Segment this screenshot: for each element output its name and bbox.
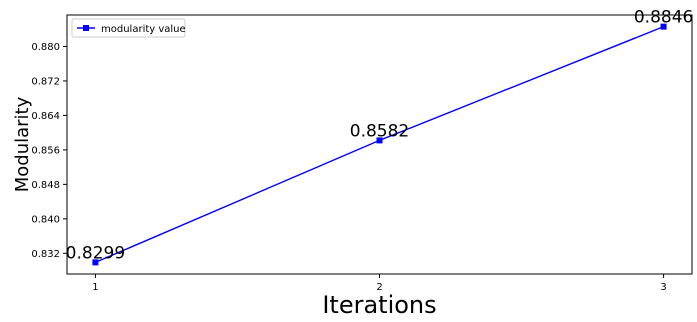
y-axis-title: Modularity	[12, 96, 33, 192]
data-point-marker	[376, 137, 383, 144]
y-axis-ticks: 0.832 0.840 0.848 0.856 0.864 0.872 0.880	[31, 42, 67, 260]
data-labels: 0.8299 0.8582 0.8846	[66, 8, 694, 264]
x-tick-label: 1	[92, 282, 98, 293]
y-tick-label: 0.880	[31, 42, 60, 53]
legend-marker-swatch	[83, 25, 89, 31]
x-tick-label: 3	[660, 282, 666, 293]
data-point-label: 0.8299	[66, 243, 125, 263]
legend-box	[71, 18, 186, 38]
plot-area	[66, 14, 693, 275]
x-axis-ticks: 1 2 3	[92, 274, 667, 293]
legend-label: modularity value	[101, 24, 186, 35]
y-tick-label: 0.872	[31, 76, 60, 87]
y-tick-label: 0.856	[31, 145, 60, 156]
data-point-label: 0.8846	[634, 8, 693, 28]
series-layer	[92, 23, 667, 266]
y-tick-label: 0.848	[31, 180, 60, 191]
y-tick-label: 0.832	[31, 249, 60, 260]
legend: modularity value	[71, 18, 186, 38]
y-tick-label: 0.864	[31, 111, 60, 122]
x-tick-label: 2	[376, 282, 382, 293]
data-point-marker	[92, 259, 99, 266]
y-tick-label: 0.840	[31, 214, 60, 225]
data-point-label: 0.8582	[350, 121, 409, 141]
x-axis-title: Iterations	[322, 291, 436, 319]
data-point-marker	[660, 23, 667, 30]
